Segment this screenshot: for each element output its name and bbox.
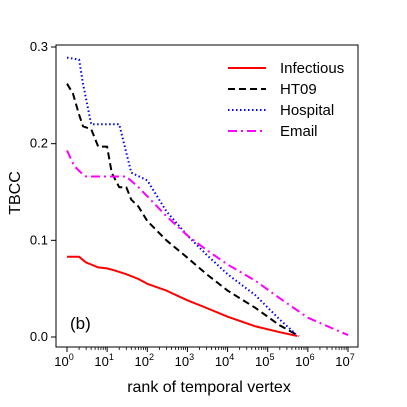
x-tick-label: 105 — [255, 352, 274, 369]
y-tick-label: 0.1 — [30, 232, 48, 247]
panel-label: (b) — [70, 314, 91, 333]
series-line-ht09 — [66, 83, 300, 337]
x-tick-label: 101 — [94, 352, 113, 369]
legend-label-hospital: Hospital — [280, 102, 334, 119]
y-tick-label: 0.0 — [30, 329, 48, 344]
y-tick-label: 0.2 — [30, 136, 48, 151]
axes: 100 101 102 103 104 105 106 107 0.0 0.1 0.2 0.3 — [30, 39, 359, 369]
x-tick-label: 102 — [135, 352, 154, 369]
legend-label-infectious: Infectious — [280, 60, 344, 77]
y-tick-label: 0.3 — [30, 39, 48, 54]
series-line-email — [66, 149, 349, 337]
plot-frame — [55, 44, 359, 348]
legend-label-email: Email — [280, 123, 318, 140]
series-layer — [66, 56, 349, 337]
legend-label-ht09: HT09 — [280, 81, 317, 98]
x-tick-label: 107 — [335, 352, 354, 369]
x-tick-label: 104 — [215, 352, 234, 369]
series-line-infectious — [67, 255, 298, 337]
legend: Infectious HT09 Hospital Email — [228, 60, 344, 140]
x-tick-label: 106 — [295, 352, 314, 369]
y-axis-label: TBCC — [7, 171, 24, 215]
x-tick-label: 100 — [54, 352, 73, 369]
x-axis-label: rank of temporal vertex — [127, 379, 291, 396]
series-line-hospital — [66, 56, 297, 335]
x-tick-label: 103 — [175, 352, 194, 369]
